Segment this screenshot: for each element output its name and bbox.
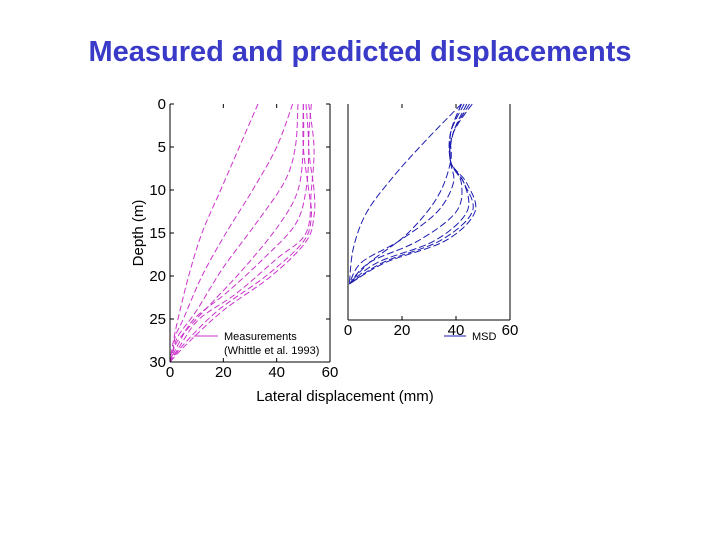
- x-axis-label: Lateral displacement (mm): [256, 388, 434, 405]
- panel-left-series-line-2: [169, 103, 294, 363]
- legend-label-measurements: Measurements: [224, 331, 297, 343]
- panel-right-series-line-3: [348, 103, 462, 285]
- legend-label-msd: MSD: [472, 331, 497, 343]
- panel-left-series-line-6: [169, 103, 315, 363]
- y-tick-label: 25: [149, 311, 166, 328]
- y-axis-label: Depth (m): [130, 200, 147, 267]
- panel-left-series-line-8: [169, 103, 316, 363]
- panel-left-series-line-7: [169, 103, 313, 363]
- x-tick-label: 0: [166, 364, 174, 381]
- x-tick-label: 40: [448, 322, 465, 339]
- y-tick-label: 5: [158, 139, 166, 156]
- y-tick-label: 20: [149, 268, 166, 285]
- y-tick-label: 15: [149, 225, 166, 242]
- x-tick-label: 0: [344, 322, 352, 339]
- x-tick-label: 60: [322, 364, 339, 381]
- x-tick-label: 60: [502, 322, 519, 339]
- legend-label-reference: (Whittle et al. 1993): [224, 345, 319, 357]
- panel-right-series-line-2: [348, 103, 462, 285]
- panel-right-series-line-7: [349, 103, 477, 285]
- panel-right-series-line-4: [348, 103, 465, 285]
- y-tick-label: 30: [149, 354, 166, 371]
- panel-left-series-line-5: [169, 103, 310, 363]
- panel-right-series-line-1: [348, 103, 462, 285]
- slide-title: Measured and predicted displacements: [88, 36, 632, 68]
- y-tick-label: 10: [149, 182, 166, 199]
- panel-left-series-line-4: [169, 103, 305, 363]
- x-tick-label: 20: [394, 322, 411, 339]
- panel-left-series-line-1: [169, 103, 259, 363]
- x-tick-label: 20: [215, 364, 232, 381]
- x-tick-label: 40: [268, 364, 285, 381]
- panel-right-series-line-5: [349, 103, 470, 285]
- panel-right-series-line-6: [349, 103, 474, 285]
- y-tick-label: 0: [158, 96, 166, 113]
